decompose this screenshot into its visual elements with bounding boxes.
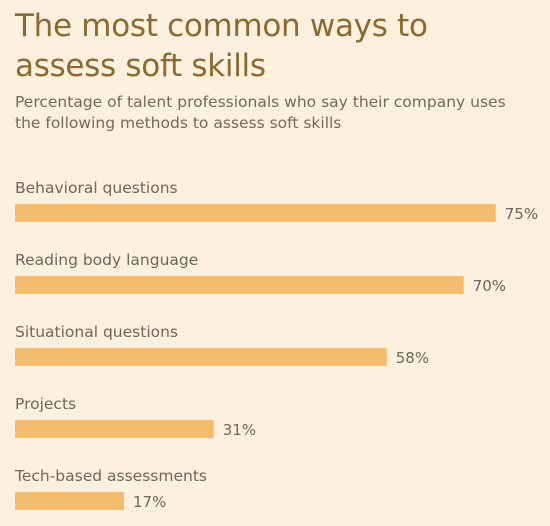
chart-title: The most common ways to assess soft skil…: [15, 8, 428, 84]
bar-row: Tech-based assessments 17%: [14, 467, 207, 511]
category-label: Behavioral questions: [15, 179, 178, 197]
value-label: 17%: [133, 493, 166, 511]
category-label: Reading body language: [15, 251, 198, 269]
category-label: Tech-based assessments: [14, 467, 207, 485]
value-label: 31%: [223, 421, 256, 439]
bar: [15, 348, 387, 366]
bar: [15, 204, 496, 222]
bar: [15, 276, 464, 294]
bar-row: Behavioral questions 75%: [15, 179, 538, 223]
value-label: 58%: [396, 349, 429, 367]
bar: [15, 492, 124, 510]
bar: [15, 420, 214, 438]
chart-subtitle: Percentage of talent professionals who s…: [15, 93, 506, 132]
value-label: 75%: [505, 205, 538, 223]
bar-row: Situational questions 58%: [15, 323, 429, 367]
category-label: Situational questions: [15, 323, 178, 341]
bar-row: Projects 31%: [15, 395, 256, 439]
category-label: Projects: [15, 395, 76, 413]
bar-row: Reading body language 70%: [15, 251, 506, 295]
value-label: 70%: [473, 277, 506, 295]
